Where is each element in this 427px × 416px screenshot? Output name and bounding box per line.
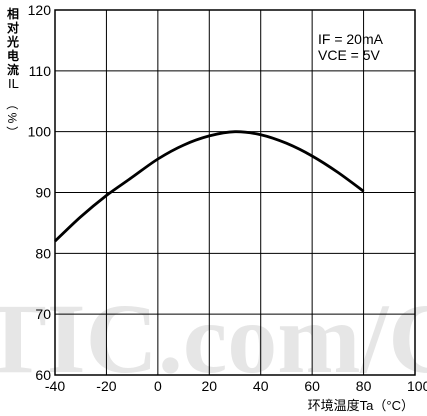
- y-label-unit: ）: [5, 126, 19, 138]
- y-label-char: 相: [7, 6, 19, 21]
- y-label-unit: （: [5, 98, 19, 110]
- grid: [54, 9, 416, 376]
- y-tick-label: 110: [29, 63, 52, 79]
- y-tick-label: 80: [35, 245, 51, 261]
- y-label-char: 流: [7, 62, 19, 77]
- y-tick-label: 120: [28, 2, 52, 18]
- x-tick-label: 0: [154, 378, 162, 394]
- series-group: [54, 130, 365, 243]
- annotation-vce: VCE = 5V: [318, 47, 381, 63]
- x-tick-label: 80: [356, 378, 372, 394]
- y-label-unit: %: [5, 113, 19, 124]
- plot-frame: [54, 9, 416, 376]
- x-axis-label: 环境温度Ta（°C）: [308, 398, 414, 413]
- y-label-symbol: IL: [8, 76, 19, 91]
- series-line: [54, 130, 365, 243]
- x-tick-label: 20: [201, 378, 217, 394]
- x-tick-label: 60: [304, 378, 320, 394]
- y-tick-label: 70: [35, 306, 51, 322]
- y-label-char: 电: [7, 48, 19, 63]
- y-tick-label: 100: [28, 124, 52, 140]
- y-tick-label: 90: [35, 185, 51, 201]
- y-tick-labels: 60 70 80 90 100 110 120: [28, 2, 52, 383]
- x-tick-label: -40: [45, 378, 65, 394]
- y-label-char: 光: [6, 34, 19, 49]
- y-tick-label: 60: [35, 367, 51, 383]
- x-tick-label: 100: [407, 378, 427, 394]
- annotation-if: IF = 20mA: [318, 31, 384, 47]
- x-tick-label: -20: [96, 378, 116, 394]
- x-tick-labels: -40 -20 0 20 40 60 80 100: [45, 378, 427, 394]
- x-tick-label: 40: [253, 378, 269, 394]
- y-label-char: 对: [7, 20, 19, 35]
